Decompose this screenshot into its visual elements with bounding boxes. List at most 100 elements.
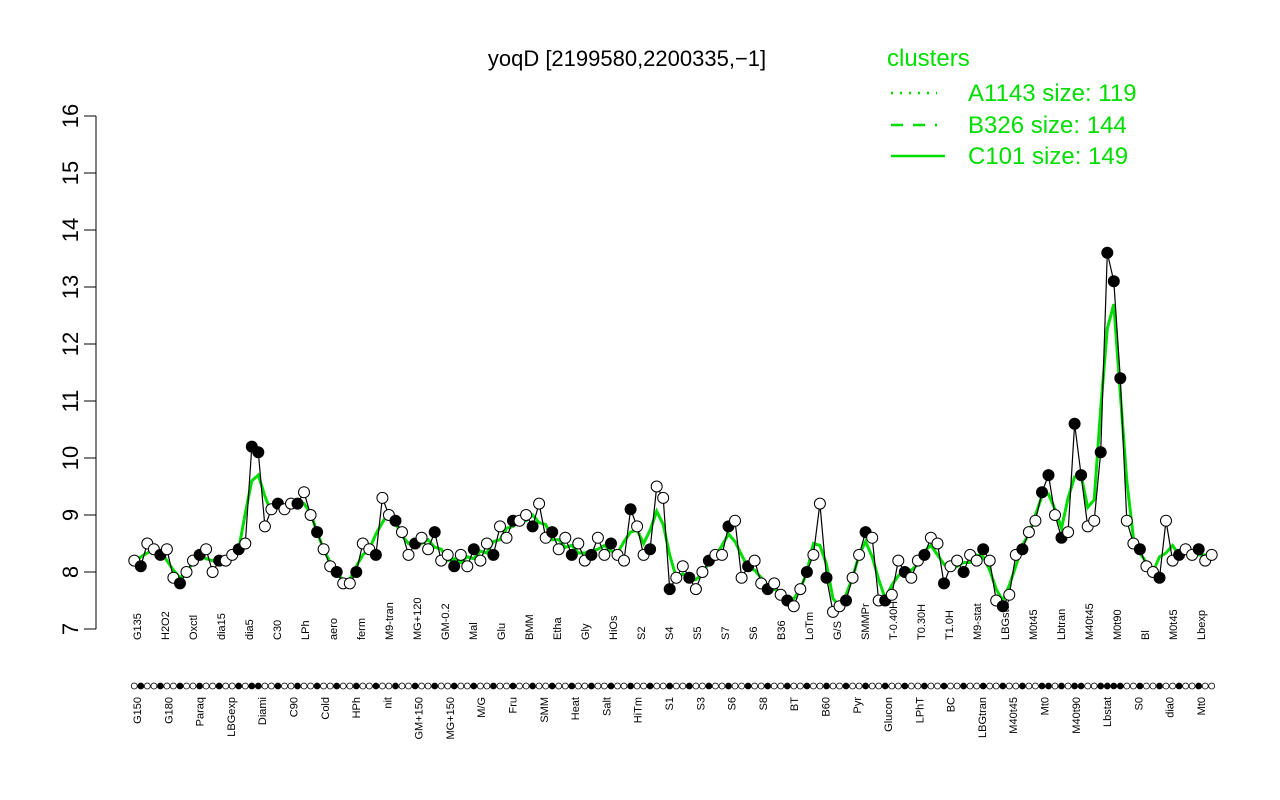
data-point [350,566,363,578]
sample-marker [189,682,197,690]
sample-marker [418,682,426,690]
x-tick-label-upper: T-0.40H [888,601,900,640]
sample-marker [1169,682,1176,690]
data-point [520,509,533,521]
data-point [180,566,193,578]
data-point [1062,526,1075,539]
data-point [807,548,820,561]
x-tick-label-lower: Paraq [195,697,207,726]
x-axis-labels: G135 H2O2 Oxctl dia15 dia5 C30 LPh aero ferm M9-t… [132,598,1208,740]
y-tick-label: 11 [58,390,83,413]
x-tick-label-lower: Glucon [883,697,895,732]
data-point [683,571,696,584]
sample-marker [1116,682,1124,690]
x-tick-label-lower: B60 [821,697,833,717]
x-tick-label-lower: LBGexp [226,697,238,737]
sample-marker [287,682,295,690]
data-point [676,560,689,573]
chart-title: yoqD [2199580,2200335,−1] [488,46,766,71]
sample-marker [1201,682,1209,690]
data-point [291,497,304,510]
x-tick-label-lower: C90 [289,697,301,717]
sample-marker [352,682,360,690]
sample-marker [1084,682,1092,690]
data-point [1068,417,1081,430]
x-tick-label-upper: SMMPr [860,603,872,640]
data-point [487,548,500,561]
x-tick-label-lower: Diami [257,697,269,725]
data-point [1107,275,1120,288]
data-point [1114,372,1127,385]
sample-marker [751,682,758,690]
sample-marker [1038,682,1046,690]
x-tick-label-lower: nit [382,697,394,709]
sample-marker [411,682,419,690]
sample-marker [405,682,412,690]
data-point [938,577,950,590]
data-point [591,531,604,544]
sample-marker [738,682,745,690]
sample-marker [359,682,367,690]
data-point [441,548,454,561]
x-tick-label-lower: M/G [476,697,488,718]
data-point [670,571,683,584]
x-tick-label-lower: HPh [351,697,363,718]
sample-marker [679,682,687,690]
data-point [533,497,546,510]
sample-marker [568,682,576,690]
y-tick-label: 10 [58,446,83,470]
sample-marker [712,682,719,690]
data-point [134,560,147,573]
x-tick-label-lower: Cold [320,697,332,720]
sample-marker [169,682,177,690]
sample-marker [156,682,164,690]
data-point [1133,543,1146,556]
x-tick-label-lower: Mt0 [1040,697,1052,715]
data-point [206,566,219,578]
x-tick-label-upper: dia15 [216,613,228,640]
sample-marker [940,682,948,690]
sample-marker [1025,682,1033,690]
x-tick-label-lower: LBGtran [977,697,989,738]
y-tick-label: 14 [58,218,83,242]
sample-marker [999,682,1007,690]
data-point [174,577,186,590]
data-point [422,543,435,556]
data-point [526,520,539,533]
sample-marker [1208,682,1216,690]
data-point [931,537,944,550]
sample-marker [888,682,896,690]
x-tick-label-lower: Salt [601,697,613,716]
data-point [618,554,630,567]
sample-marker [489,682,497,690]
sample-marker [392,682,399,690]
data-point [461,560,474,573]
sample-marker [868,682,876,690]
data-point [748,554,761,567]
sample-marker [692,682,700,690]
sample-marker [894,682,902,690]
sample-marker [581,682,589,690]
data-point [918,548,931,561]
x-tick-label-upper: S7 [720,627,732,640]
sample-marker [640,682,647,690]
x-tick-label-upper: T0.30H [916,604,928,640]
data-point [794,583,807,596]
sample-marker [339,682,347,690]
sample-marker [1136,682,1144,690]
sample-marker [209,682,217,690]
data-point [585,548,598,561]
sample-marker [222,682,230,690]
data-point [258,520,271,533]
data-point [1042,469,1055,482]
data-point [330,566,343,578]
data-point [1049,509,1061,521]
legend-entry-a1143: A1143 size: 119 [968,80,1137,107]
x-tick-label-upper: G135 [132,613,144,640]
sample-marker [183,682,190,690]
sample-marker [437,682,445,690]
sample-marker [509,682,517,690]
data-point [598,548,611,561]
sample-marker [907,682,915,690]
sample-marker [196,682,204,690]
